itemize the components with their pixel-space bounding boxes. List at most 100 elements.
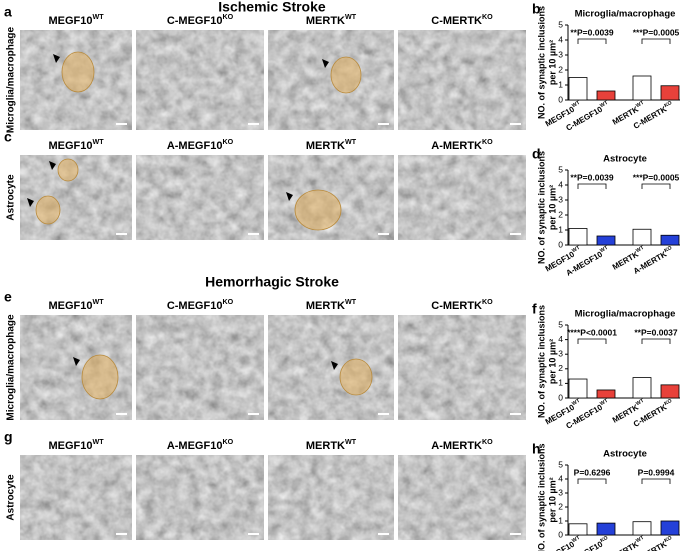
- bar: [596, 235, 616, 246]
- p-value: P=0.6296: [574, 467, 611, 477]
- column-label-sup: WT: [92, 298, 104, 306]
- column-label: MEGF10WT: [48, 438, 104, 452]
- p-value: **P=0.0039: [570, 172, 614, 182]
- column-label: MERTKWT: [306, 438, 357, 452]
- em-image: [136, 155, 264, 240]
- arrowhead: [73, 357, 80, 366]
- column-label: A-MERTKKO: [431, 438, 493, 452]
- significance-bracket: [577, 38, 607, 44]
- column-label-base: MERTK: [306, 300, 345, 312]
- column-label-sup: KO: [222, 298, 233, 306]
- y-tick-label: 5: [558, 319, 563, 329]
- row-label: Microglia/macrophage: [6, 314, 17, 421]
- column-label-sup: WT: [345, 298, 357, 306]
- x-tick-label-sup: WT: [635, 398, 646, 408]
- x-tick-label-sup: WT: [571, 398, 582, 408]
- bar: [568, 378, 588, 399]
- em-image: [136, 30, 264, 130]
- x-tick-label-sup: WT: [635, 100, 646, 110]
- column-label-sup: KO: [222, 138, 233, 146]
- arrowhead: [27, 198, 34, 207]
- significance-bracket: [577, 338, 607, 344]
- panel-letter: g: [4, 429, 13, 445]
- column-label: C-MEGF10KO: [167, 298, 234, 312]
- x-tick-label-sup: KO: [664, 245, 674, 254]
- row-label: Astrocyte: [6, 474, 17, 521]
- y-tick-label: 4: [558, 179, 563, 189]
- p-value: **P=0.0039: [570, 27, 614, 37]
- y-tick-label: 5: [558, 459, 563, 469]
- column-label-base: A-MEGF10: [167, 440, 223, 452]
- column-label: MEGF10WT: [48, 298, 104, 312]
- p-value: ***P=0.0005: [633, 172, 680, 182]
- bar: [596, 389, 616, 399]
- significance-bracket: [641, 38, 671, 44]
- y-axis-label: NO. of synaptic inclusions: [536, 305, 546, 418]
- p-value: **P=0.0037: [634, 327, 678, 337]
- column-label-base: C-MERTK: [431, 15, 482, 27]
- column-label: C-MEGF10KO: [167, 13, 234, 27]
- y-axis-label: per 10 µm²: [547, 185, 557, 230]
- significance-bracket: [577, 183, 607, 189]
- em-image: [268, 315, 394, 420]
- arrowhead: [49, 161, 56, 170]
- significance-bracket: [641, 183, 671, 189]
- bar: [660, 234, 680, 246]
- column-label-base: MERTK: [306, 15, 345, 27]
- arrowhead: [286, 192, 293, 201]
- inclusion-highlight: [35, 195, 61, 225]
- column-label-sup: KO: [482, 138, 493, 146]
- y-tick-label: 1: [558, 224, 563, 234]
- column-label-base: C-MEGF10: [167, 300, 223, 312]
- y-tick-label: 4: [558, 34, 563, 44]
- column-label: C-MERTKKO: [431, 298, 493, 312]
- column-label-sup: WT: [92, 138, 104, 146]
- x-tick-label-sup: WT: [599, 245, 610, 255]
- chart-title: Astrocyte: [603, 449, 647, 460]
- bar: [660, 520, 680, 536]
- column-label: A-MEGF10KO: [167, 438, 234, 452]
- column-label: A-MERTKKO: [431, 138, 493, 152]
- row-label: Microglia/macrophage: [6, 26, 17, 133]
- x-tick-label-sup: KO: [664, 535, 674, 544]
- y-axis-label: per 10 µm²: [547, 40, 557, 85]
- panel-letter: d: [532, 146, 541, 162]
- y-tick-label: 0: [558, 239, 563, 249]
- y-tick-label: 3: [558, 49, 563, 59]
- column-label-base: MEGF10: [48, 300, 92, 312]
- inclusion-highlight: [61, 51, 95, 93]
- x-tick-label-sup: WT: [599, 100, 610, 110]
- bar: [632, 521, 652, 536]
- bar: [660, 384, 680, 399]
- column-label-base: MEGF10: [48, 140, 92, 152]
- bar: [632, 377, 652, 399]
- em-image: [136, 455, 264, 540]
- y-tick-label: 2: [558, 363, 563, 373]
- column-label-sup: KO: [222, 13, 233, 21]
- x-tick-label: MEGF10WT: [544, 535, 584, 551]
- bar: [632, 75, 652, 101]
- p-value: P=0.9994: [638, 467, 675, 477]
- y-axis-label: per 10 µm²: [547, 477, 557, 522]
- y-tick-label: 1: [558, 378, 563, 388]
- panel-letter: e: [4, 289, 12, 305]
- panel-letter: c: [4, 129, 12, 145]
- x-tick-label-base: MERTK: [611, 540, 640, 551]
- arrowhead: [322, 59, 329, 68]
- column-label-base: A-MERTK: [431, 440, 482, 452]
- section-title: Ischemic Stroke: [218, 0, 326, 15]
- x-tick-label-sup: KO: [664, 100, 674, 109]
- em-image: [136, 315, 264, 420]
- chart-title: Microglia/macrophage: [575, 9, 676, 20]
- column-label: MEGF10WT: [48, 13, 104, 27]
- y-tick-label: 2: [558, 209, 563, 219]
- bar: [660, 85, 680, 101]
- x-tick-label-sup: WT: [599, 398, 610, 408]
- column-label-sup: WT: [345, 13, 357, 21]
- inclusion-highlight: [81, 354, 119, 400]
- x-tick-label-base: MEGF10: [544, 540, 577, 551]
- x-tick-label-sup: WT: [571, 100, 582, 110]
- em-image: [20, 455, 132, 540]
- x-tick-label-sup: WT: [571, 245, 582, 255]
- y-tick-label: 3: [558, 487, 563, 497]
